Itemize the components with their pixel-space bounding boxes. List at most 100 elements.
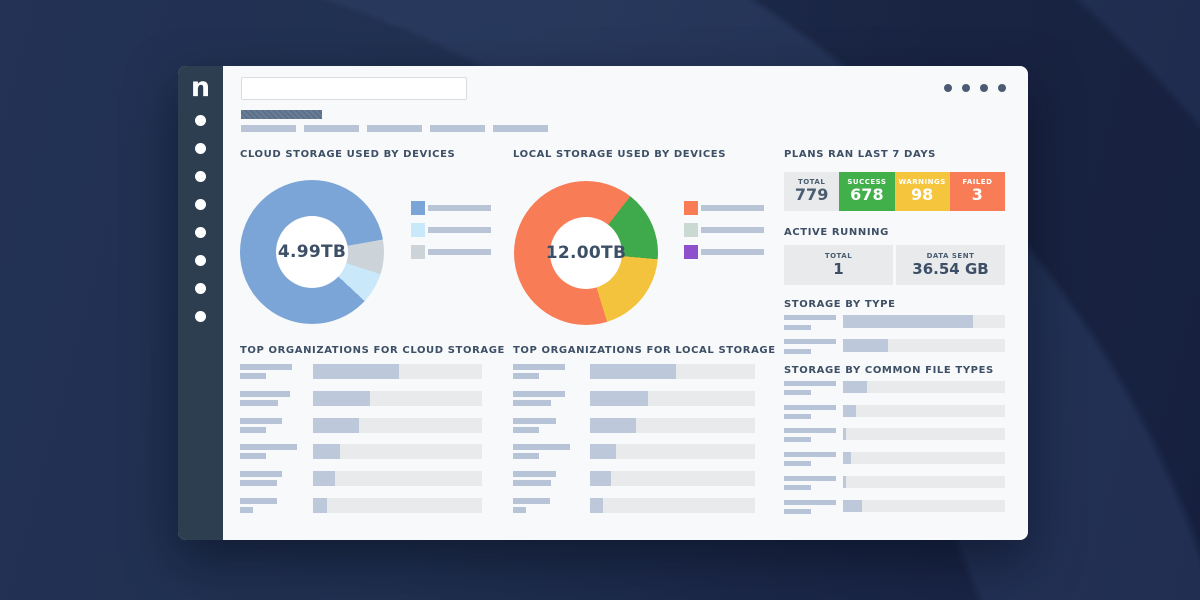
row-label-placeholder [513,418,556,424]
progress-track [590,418,755,433]
active-stat-cell: TOTAL 1 [784,245,893,285]
plan-status-label: TOTAL [797,178,826,187]
legend-item [684,245,764,259]
tab-placeholder[interactable] [367,125,422,132]
menu-dot-button[interactable] [998,84,1006,92]
progress-track [313,444,482,459]
sidebar-item-icon[interactable] [195,143,206,154]
row-sublabel-placeholder [784,461,811,466]
progress-fill [313,444,341,459]
storage-type-row [784,339,1005,354]
progress-fill [843,476,847,488]
org-storage-row [240,418,482,433]
cloud-donut-legend [411,201,491,259]
local-storage-title: LOCAL STORAGE USED BY DEVICES [513,149,727,160]
sidebar-item-icon[interactable] [195,199,206,210]
menu-dot-button[interactable] [944,84,952,92]
active-stat-cell: DATA SENT 36.54 GB [896,245,1005,285]
sidebar: n [178,66,223,540]
legend-label-placeholder [701,227,764,233]
row-sublabel-placeholder [240,400,278,406]
local-donut-legend [684,201,764,259]
plan-status-cell: TOTAL 779 [784,172,840,211]
plan-status-cell: WARNINGS 98 [894,172,950,211]
progress-track [313,364,482,379]
plans-status-bar: TOTAL 779 SUCCESS 678 WARNINGS 98 FAILED 3 [784,172,1005,211]
dashboard-window: n CLOUD STORAGE USED BY DEVICES 4.99TB L… [178,66,1028,540]
tab-placeholder[interactable] [493,125,548,132]
row-sublabel-placeholder [240,480,277,486]
tab-placeholder[interactable] [304,125,359,132]
row-label-placeholder [784,339,836,344]
row-sublabel-placeholder [240,427,266,433]
progress-fill [590,364,676,379]
row-sublabel-placeholder [513,480,551,486]
legend-label-placeholder [701,205,764,211]
plan-status-cell: FAILED 3 [949,172,1005,211]
row-label-placeholder [240,471,282,477]
file-type-row [784,381,1005,395]
progress-fill [590,418,637,433]
plan-status-value: 98 [910,185,934,205]
legend-swatch [684,223,698,237]
progress-fill [313,471,335,486]
row-sublabel-placeholder [240,507,253,513]
org-storage-row [513,391,755,406]
legend-swatch [411,201,425,215]
active-running-stats: TOTAL 1 DATA SENT 36.54 GB [784,245,1005,285]
row-sublabel-placeholder [513,427,539,433]
file-type-row [784,428,1005,442]
cloud-donut-hole: 4.99TB [276,216,348,288]
row-label-placeholder [513,364,565,370]
top-orgs-cloud-rows [240,364,482,524]
plan-status-value: 779 [794,185,829,205]
progress-fill [590,444,617,459]
active-stat-label: TOTAL [824,251,853,260]
sidebar-item-icon[interactable] [195,227,206,238]
progress-track [590,391,755,406]
sidebar-item-icon[interactable] [195,283,206,294]
sidebar-item-icon[interactable] [195,255,206,266]
active-stat-value: 1 [833,260,844,279]
file-type-row [784,500,1005,514]
sidebar-item-icon[interactable] [195,115,206,126]
local-storage-total: 12.00TB [545,243,627,263]
legend-item [411,201,491,215]
row-label-placeholder [784,405,836,410]
plans-ran-title: PLANS RAN LAST 7 DAYS [784,149,936,160]
file-types-title: STORAGE BY COMMON FILE TYPES [784,365,994,376]
progress-fill [843,315,973,328]
row-sublabel-placeholder [240,453,266,459]
menu-dot-button[interactable] [980,84,988,92]
local-donut-hole: 12.00TB [546,217,626,289]
progress-track [313,391,482,406]
sidebar-item-icon[interactable] [195,171,206,182]
sidebar-item-icon[interactable] [195,311,206,322]
active-stat-label: DATA SENT [926,251,975,260]
progress-fill [590,498,604,513]
progress-track [313,498,482,513]
progress-track [590,498,755,513]
menu-dot-button[interactable] [962,84,970,92]
org-storage-row [513,471,755,486]
plan-status-label: FAILED [962,178,993,187]
storage-type-row [784,315,1005,330]
progress-track [843,381,1005,393]
row-label-placeholder [784,500,836,505]
plan-status-value: 3 [971,185,983,205]
progress-track [313,418,482,433]
legend-swatch [684,245,698,259]
app-logo: n [190,72,211,103]
storage-by-type-rows [784,315,1005,365]
row-sublabel-placeholder [513,507,526,513]
search-input[interactable] [241,77,467,100]
progress-track [843,405,1005,417]
progress-track [843,500,1005,512]
row-sublabel-placeholder [784,414,811,419]
tab-placeholder[interactable] [430,125,485,132]
progress-fill [313,364,400,379]
progress-track [843,452,1005,464]
tab-placeholder[interactable] [241,125,296,132]
cloud-storage-total: 4.99TB [277,242,347,262]
file-type-row [784,452,1005,466]
